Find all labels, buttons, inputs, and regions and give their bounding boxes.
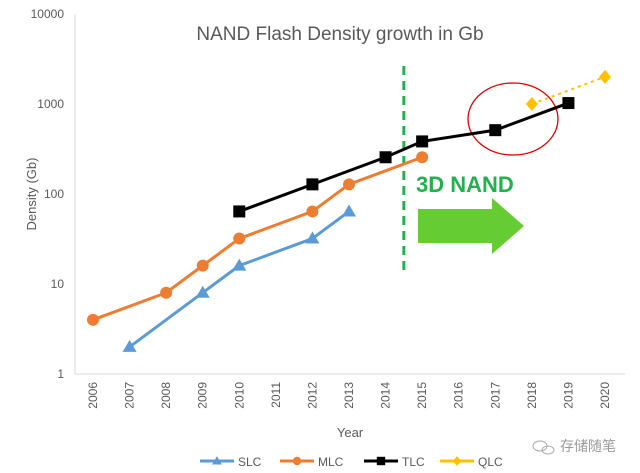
tlc-point bbox=[233, 205, 246, 218]
mlc-point bbox=[87, 313, 99, 326]
tlc-point bbox=[562, 97, 575, 110]
x-tick-label: 2008 bbox=[159, 382, 173, 409]
x-tick-label: 2015 bbox=[415, 382, 429, 409]
y-tick-label: 10000 bbox=[31, 7, 65, 21]
wechat-icon bbox=[532, 440, 555, 455]
mlc-point bbox=[292, 456, 302, 466]
x-tick-label: 2012 bbox=[305, 382, 319, 409]
slc-point bbox=[342, 204, 356, 217]
legend-label: TLC bbox=[402, 455, 425, 469]
3d-nand-arrow bbox=[418, 198, 524, 254]
watermark: 存储随笔 bbox=[560, 438, 616, 454]
x-tick-label: 2017 bbox=[488, 382, 502, 409]
x-tick-label: 2006 bbox=[86, 382, 100, 409]
mlc-point bbox=[233, 232, 246, 245]
x-tick-label: 2020 bbox=[598, 382, 612, 409]
legend-item-qlc: QLC bbox=[440, 455, 503, 469]
slc-point bbox=[122, 339, 137, 352]
tlc-point bbox=[379, 151, 392, 164]
mlc-point bbox=[416, 151, 429, 164]
highlight-circle bbox=[467, 82, 559, 156]
mlc-point bbox=[306, 205, 319, 218]
3d-nand-label: 3D NAND bbox=[416, 172, 514, 197]
x-tick-label: 2009 bbox=[196, 382, 210, 409]
x-tick-label: 2018 bbox=[525, 382, 539, 409]
legend-item-tlc: TLC bbox=[364, 455, 425, 469]
slc-point bbox=[212, 456, 222, 465]
slc-point bbox=[305, 231, 320, 244]
y-tick-label: 100 bbox=[44, 187, 64, 201]
slc-point bbox=[232, 258, 247, 271]
y-tick-label: 1000 bbox=[37, 97, 64, 111]
x-tick-label: 2013 bbox=[342, 382, 356, 409]
x-tick-label: 2007 bbox=[123, 382, 137, 409]
mlc-point bbox=[196, 259, 209, 272]
tlc-point bbox=[306, 178, 319, 191]
legend-label: MLC bbox=[318, 455, 344, 469]
qlc-point bbox=[525, 97, 538, 111]
x-tick-label: 2019 bbox=[561, 382, 575, 409]
x-tick-label: 2016 bbox=[452, 382, 466, 409]
mlc-series-line bbox=[92, 155, 423, 322]
legend-item-slc: SLC bbox=[200, 455, 262, 469]
legend-label: SLC bbox=[238, 455, 262, 469]
tlc-point bbox=[416, 135, 429, 148]
qlc-point bbox=[452, 456, 462, 466]
x-axis-label: Year bbox=[337, 425, 364, 440]
tlc-series-line bbox=[238, 101, 569, 213]
x-tick-label: 2010 bbox=[232, 382, 246, 409]
slc-series-line bbox=[128, 210, 350, 349]
x-tick-label: 2014 bbox=[379, 382, 393, 409]
y-tick-label: 10 bbox=[51, 277, 65, 291]
y-axis-label: Density (Gb) bbox=[24, 158, 39, 231]
legend-label: QLC bbox=[478, 455, 503, 469]
tlc-point bbox=[376, 456, 386, 466]
chart-title: NAND Flash Density growth in Gb bbox=[196, 24, 483, 45]
legend-item-mlc: MLC bbox=[280, 455, 344, 469]
qlc-point bbox=[599, 69, 611, 84]
y-tick-label: 1 bbox=[57, 367, 64, 381]
tlc-point bbox=[489, 124, 502, 137]
qlc-series-line bbox=[531, 75, 606, 105]
mlc-point bbox=[160, 286, 173, 299]
slc-point bbox=[195, 285, 210, 298]
x-tick-label: 2011 bbox=[269, 382, 283, 408]
mlc-point bbox=[343, 178, 355, 191]
